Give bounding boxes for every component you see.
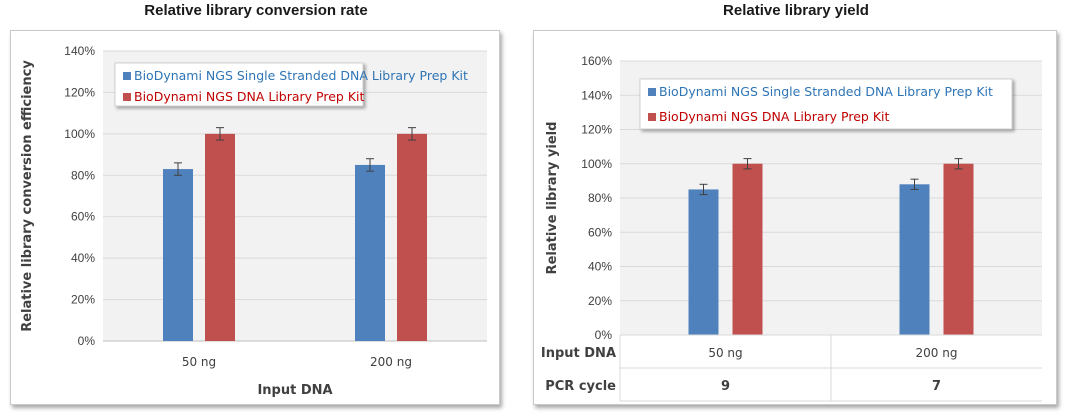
y-tick-label: 60% [588, 225, 612, 239]
bar [943, 163, 974, 335]
y-tick-label: 80% [71, 168, 95, 182]
chart-title-conversion-rate: Relative library conversion rate [144, 2, 368, 19]
legend-swatch [123, 72, 131, 80]
bar [732, 163, 763, 335]
y-tick-label: 120% [581, 123, 612, 137]
legend-box [639, 78, 1013, 130]
table-cell: 9 [721, 379, 730, 394]
y-tick-label: 80% [588, 191, 612, 205]
chart-title-library-yield: Relative library yield [723, 2, 869, 19]
bar [688, 189, 719, 335]
legend-swatch [123, 93, 131, 101]
bar [205, 133, 235, 341]
legend-swatch [648, 113, 656, 121]
y-tick-label: 100% [64, 127, 95, 141]
bar [163, 169, 193, 341]
y-tick-label: 140% [64, 44, 95, 58]
y-tick-label: 40% [588, 260, 612, 274]
table-row-label: Input DNA [541, 346, 616, 361]
table-cell: 7 [932, 379, 941, 394]
y-tick-label: 20% [71, 293, 95, 307]
chart-panel-conversion-rate: 0% 20% 40% 60% 80% 100% 120% 140% BioDynami NGS … [10, 30, 500, 405]
y-tick-label: 20% [588, 294, 612, 308]
y-axis-label: Relative library conversion efficiency [20, 60, 35, 332]
legend-label: BioDynami NGS DNA Library Prep Kit [134, 89, 365, 104]
chart-panel-library-yield: 0% 20% 40% 60% 80% 100% 120% 140% 160% BioDynami … [533, 30, 1057, 405]
y-tick-label: 40% [71, 251, 95, 265]
y-tick-label: 160% [581, 54, 612, 68]
legend-swatch [648, 88, 656, 96]
legend-label: BioDynami NGS Single Stranded DNA Librar… [134, 68, 468, 83]
y-tick-label: 0% [78, 334, 96, 348]
y-tick-label: 60% [71, 210, 95, 224]
bar [397, 133, 427, 341]
legend-label: BioDynami NGS DNA Library Prep Kit [659, 109, 890, 124]
x-axis-label: Input DNA [257, 383, 332, 398]
table-cell: 200 ng [916, 346, 958, 360]
x-tick-label: 50 ng [182, 355, 216, 369]
y-tick-label: 120% [64, 85, 95, 99]
x-tick-label: 200 ng [370, 355, 412, 369]
chart-library-yield: 0% 20% 40% 60% 80% 100% 120% 140% 160% BioDynami … [541, 54, 1042, 402]
bar [899, 184, 930, 335]
y-axis-label: Relative library yield [545, 122, 560, 275]
legend-box [114, 62, 364, 107]
y-tick-label: 0% [595, 328, 613, 342]
y-tick-label: 140% [581, 88, 612, 102]
table-row-label: PCR cycle [545, 379, 616, 394]
legend-label: BioDynami NGS Single Stranded DNA Librar… [659, 84, 993, 99]
chart-conversion-rate: 0% 20% 40% 60% 80% 100% 120% 140% BioDynami NGS … [20, 44, 487, 398]
bar [355, 164, 385, 341]
table-cell: 50 ng [708, 346, 742, 360]
y-tick-label: 100% [581, 157, 612, 171]
